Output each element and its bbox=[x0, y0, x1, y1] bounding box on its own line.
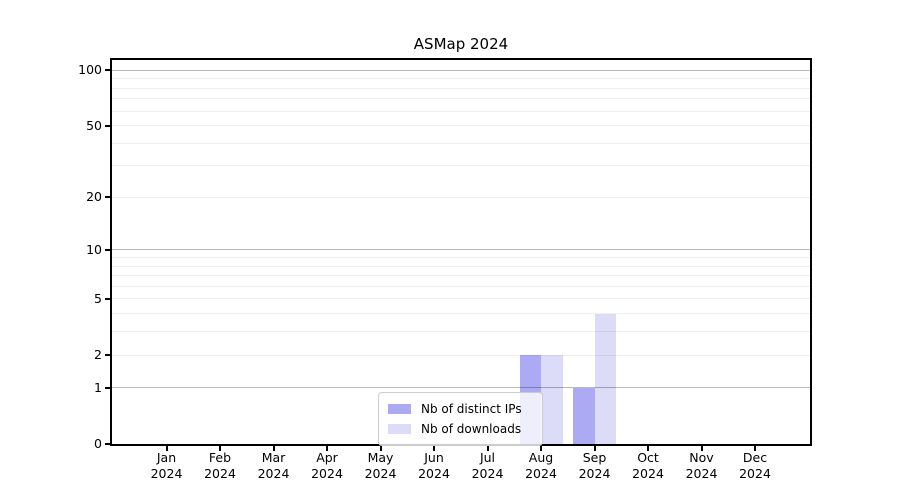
x-tick-mark-9 bbox=[593, 444, 596, 451]
gridline-minor-3 bbox=[112, 331, 810, 333]
legend: Nb of distinct IPs Nb of downloads bbox=[378, 392, 543, 446]
x-tick-mark-2 bbox=[219, 444, 221, 451]
gridline-major-100 bbox=[112, 69, 810, 71]
x-tick-label-jul: Jul 2024 bbox=[471, 450, 504, 481]
legend-item-downloads: Nb of downloads bbox=[388, 419, 533, 439]
y-tick-mark-0 bbox=[105, 443, 112, 445]
gridline-minor-50 bbox=[112, 125, 810, 126]
gridline-minor-7 bbox=[112, 275, 810, 277]
gridline-minor-6 bbox=[112, 285, 810, 287]
x-tick-mark-11 bbox=[700, 444, 703, 451]
y-tick-label-1: 1 bbox=[94, 379, 102, 395]
y-tick-mark-50 bbox=[105, 124, 112, 127]
bar-downloads-sep bbox=[594, 313, 616, 444]
y-tick-mark-5 bbox=[105, 297, 112, 300]
gridline-minor-20 bbox=[112, 196, 810, 198]
x-tick-mark-10 bbox=[647, 444, 649, 451]
y-tick-mark-10 bbox=[105, 248, 112, 251]
legend-swatch-distinct-ips bbox=[388, 404, 411, 414]
gridline-minor-80 bbox=[112, 87, 810, 89]
gridline-minor-4 bbox=[112, 313, 810, 315]
x-tick-label-aug: Aug 2024 bbox=[525, 450, 557, 481]
gridline-minor-2 bbox=[112, 354, 810, 356]
y-tick-mark-2 bbox=[105, 354, 112, 356]
y-tick-label-0: 0 bbox=[94, 436, 102, 451]
bar-distinct-ips-sep bbox=[573, 387, 595, 444]
x-tick-label-dec: Dec 2024 bbox=[739, 450, 771, 481]
gridline-minor-40 bbox=[112, 142, 810, 144]
plot-area: Nb of distinct IPs Nb of downloads bbox=[110, 58, 812, 446]
x-tick-mark-5 bbox=[379, 444, 382, 451]
gridline-minor-90 bbox=[112, 78, 810, 80]
x-tick-label-sep: Sep 2024 bbox=[578, 450, 611, 481]
x-tick-mark-8 bbox=[540, 444, 542, 451]
gridline-major-1 bbox=[112, 387, 810, 389]
legend-label-distinct-ips: Nb of distinct IPs bbox=[421, 402, 522, 416]
gridline-minor-30 bbox=[112, 165, 810, 167]
y-tick-label-50: 50 bbox=[86, 117, 102, 133]
x-tick-label-nov: Nov 2024 bbox=[685, 450, 718, 481]
x-tick-label-oct: Oct 2024 bbox=[632, 450, 664, 481]
x-tick-label-may: May 2024 bbox=[364, 450, 397, 481]
gridline-minor-9 bbox=[112, 257, 810, 258]
x-tick-label-jun: Jun 2024 bbox=[418, 450, 450, 481]
x-tick-mark-1 bbox=[165, 444, 168, 451]
gridline-minor-60 bbox=[112, 110, 810, 112]
x-tick-label-mar: Mar 2024 bbox=[257, 450, 290, 481]
y-tick-mark-100 bbox=[105, 69, 112, 72]
y-tick-mark-1 bbox=[105, 386, 112, 389]
bar-downloads-aug bbox=[541, 355, 563, 444]
y-tick-mark-20 bbox=[105, 196, 112, 199]
x-tick-label-apr: Apr 2024 bbox=[311, 450, 343, 481]
x-tick-mark-4 bbox=[326, 444, 328, 451]
gridline-major-10 bbox=[112, 249, 810, 251]
x-tick-mark-6 bbox=[433, 444, 435, 451]
x-tick-label-jan: Jan 2024 bbox=[150, 450, 183, 481]
y-tick-label-5: 5 bbox=[94, 290, 102, 306]
x-tick-mark-12 bbox=[754, 444, 756, 451]
chart-title: ASMap 2024 bbox=[413, 35, 509, 53]
gridline-minor-70 bbox=[112, 98, 810, 100]
legend-label-downloads: Nb of downloads bbox=[421, 422, 522, 436]
x-tick-mark-7 bbox=[486, 444, 489, 451]
x-tick-label-feb: Feb 2024 bbox=[204, 450, 236, 481]
legend-swatch-downloads bbox=[388, 424, 411, 434]
y-tick-label-10: 10 bbox=[86, 241, 102, 257]
legend-item-distinct-ips: Nb of distinct IPs bbox=[388, 399, 533, 419]
gridline-minor-5 bbox=[112, 298, 810, 300]
y-tick-label-100: 100 bbox=[78, 62, 102, 78]
y-tick-label-2: 2 bbox=[94, 347, 102, 362]
gridline-minor-8 bbox=[112, 265, 810, 267]
x-tick-mark-3 bbox=[272, 444, 275, 451]
y-tick-label-20: 20 bbox=[86, 189, 102, 205]
